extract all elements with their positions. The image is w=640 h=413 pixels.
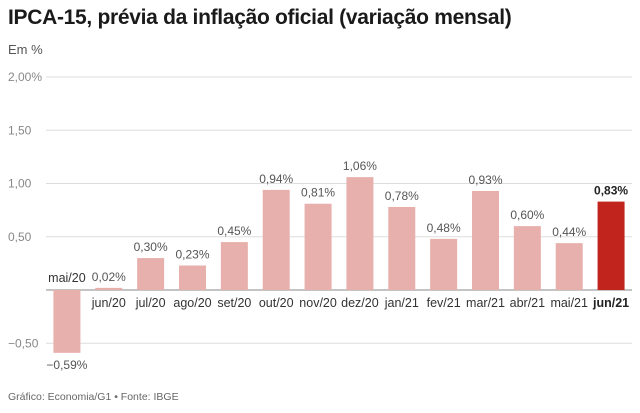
y-tick-label: 0,50 [8,230,32,244]
data-label: −0,59% [46,358,87,372]
x-tick-label: ago/20 [173,296,211,310]
data-label: 0,30% [134,240,168,254]
bar-jan-21 [388,206,416,290]
data-label: 0,48% [427,221,461,235]
data-label: 0,23% [175,248,209,262]
y-tick-label: −0,50 [8,336,39,350]
data-label: 0,81% [301,186,335,200]
x-tick-label: dez/20 [341,296,379,310]
x-tick-label: mar/21 [466,296,505,310]
x-tick-label: mai/20 [48,271,86,285]
data-label: 1,06% [343,159,377,173]
data-label: 0,44% [552,225,586,239]
bar-layer [53,177,625,353]
x-tick-label: jun/20 [91,296,126,310]
bar-jun-20 [95,287,123,290]
chart-title: IPCA-15, prévia da inflação oficial (var… [8,6,512,29]
bar-mar-21 [472,190,499,290]
chart-unit-label: Em % [8,42,43,57]
x-tick-label: fev/21 [427,296,461,310]
bar-ago-20 [179,265,206,290]
x-tick-label: jun/21 [592,296,629,310]
y-tick-label: 1,50 [8,123,32,137]
bar-out-20 [262,189,290,290]
data-label: 0,02% [92,270,126,284]
x-tick-label: jan/21 [384,296,419,310]
data-label: 0,94% [259,172,293,186]
data-label: 0,60% [510,208,544,222]
bar-set-20 [220,242,248,290]
x-tick-label: abr/21 [510,296,545,310]
x-tick-label: out/20 [259,296,294,310]
bar-abr-21 [513,226,541,290]
label-layer: −0,59% mai/20 0,02% jun/20 0,30% jul/20 0,23% a… [46,159,629,372]
data-label: 0,83% [594,184,628,198]
x-tick-label: jul/20 [135,296,166,310]
bar-mai-21 [555,243,583,290]
x-tick-label: set/20 [217,296,251,310]
chart-source: Gráfico: Economia/G1 • Fonte: IBGE [8,391,179,403]
data-label: 0,78% [385,189,419,203]
bar-fev-21 [430,238,458,290]
bar-jun-21 [597,201,625,290]
x-tick-label: mai/21 [550,296,588,310]
bar-dez-20 [346,177,374,290]
data-label: 0,93% [468,173,502,187]
bar-nov-20 [304,203,332,290]
x-tick-label: nov/20 [299,296,337,310]
y-tick-label: 1,00 [8,177,32,191]
y-tick-label: 2,00% [8,70,42,84]
bar-jul-20 [137,258,165,290]
bar-mai-20 [53,290,81,353]
data-label: 0,45% [217,224,251,238]
